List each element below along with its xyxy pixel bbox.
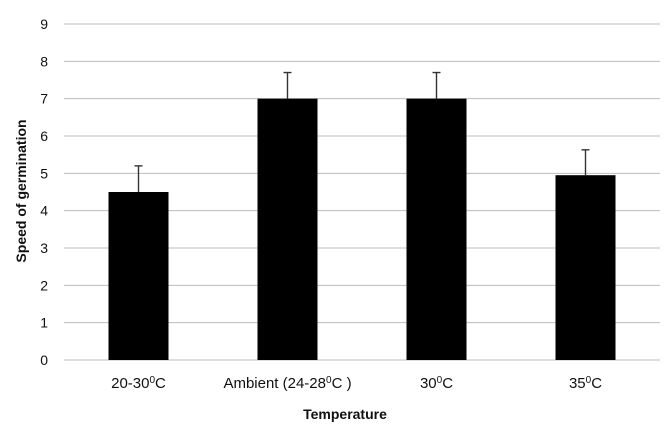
x-category-labels: 20-300C Ambient (24-280C ) 300C 350C <box>111 375 602 393</box>
y-tick-labels: 0 1 2 3 4 5 6 7 8 9 <box>40 16 48 368</box>
x-category-label: 350C <box>569 375 602 393</box>
x-axis-title: Temperature <box>303 406 387 422</box>
y-tick-label: 5 <box>40 165 48 181</box>
y-tick-label: 6 <box>40 128 48 144</box>
bar <box>108 192 169 360</box>
y-axis-title: Speed of germination <box>13 119 29 262</box>
y-tick-label: 0 <box>40 352 48 368</box>
x-category-label: Ambient (24-280C ) <box>223 375 351 393</box>
y-tick-label: 1 <box>40 315 48 331</box>
y-tick-label: 7 <box>40 91 48 107</box>
y-tick-label: 2 <box>40 277 48 293</box>
y-tick-label: 3 <box>40 240 48 256</box>
x-category-label: 20-300C <box>111 375 166 393</box>
x-category-label: 300C <box>420 375 453 393</box>
y-tick-label: 4 <box>40 203 48 219</box>
y-tick-label: 9 <box>40 16 48 32</box>
y-tick-label: 8 <box>40 53 48 69</box>
bars <box>108 71 616 361</box>
bar <box>406 98 467 361</box>
bar <box>555 175 616 360</box>
bar <box>257 98 318 361</box>
